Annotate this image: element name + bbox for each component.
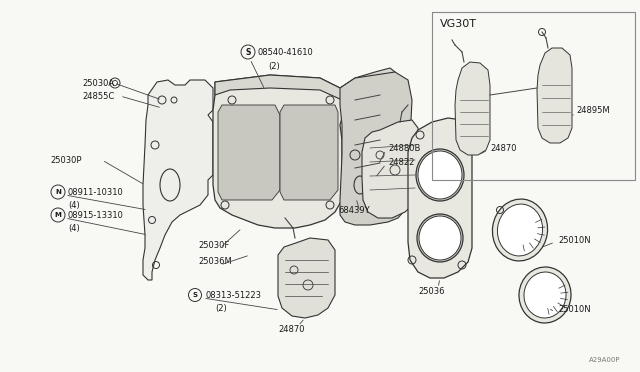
Text: (2): (2) [215, 304, 227, 312]
Text: (4): (4) [68, 224, 80, 232]
Text: 25010N: 25010N [558, 305, 591, 314]
Text: 25030A: 25030A [82, 78, 114, 87]
Text: 08540-41610: 08540-41610 [258, 48, 314, 57]
Text: 24895M: 24895M [576, 106, 610, 115]
Polygon shape [537, 48, 572, 143]
Polygon shape [218, 105, 280, 200]
Polygon shape [215, 68, 395, 100]
Ellipse shape [519, 267, 571, 323]
Text: 08911-10310: 08911-10310 [68, 187, 124, 196]
Ellipse shape [416, 149, 464, 201]
Bar [432, 12, 635, 180]
Text: 25030P: 25030P [50, 155, 81, 164]
Text: 25036: 25036 [419, 288, 445, 296]
Text: 68439Y: 68439Y [338, 205, 370, 215]
Polygon shape [455, 62, 490, 155]
Text: VG30T: VG30T [440, 19, 477, 29]
Text: 25030F: 25030F [198, 241, 229, 250]
Text: N: N [55, 189, 61, 195]
Text: 24822: 24822 [388, 157, 414, 167]
Ellipse shape [419, 216, 461, 260]
Text: M: M [54, 212, 61, 218]
Text: 24880B: 24880B [388, 144, 420, 153]
Text: S: S [245, 48, 251, 57]
Text: 24855C: 24855C [82, 92, 115, 100]
Text: 24870: 24870 [279, 326, 305, 334]
Text: A29A00P: A29A00P [589, 357, 620, 363]
Polygon shape [340, 72, 412, 225]
Text: 25036M: 25036M [198, 257, 232, 266]
Text: 08313-51223: 08313-51223 [205, 291, 261, 299]
Ellipse shape [418, 151, 462, 199]
Text: 08915-13310: 08915-13310 [68, 211, 124, 219]
Text: (2): (2) [268, 61, 280, 71]
Ellipse shape [492, 199, 548, 261]
Polygon shape [278, 238, 335, 318]
Text: 25010N: 25010N [558, 235, 591, 244]
Polygon shape [408, 118, 472, 278]
Text: S: S [193, 292, 198, 298]
Polygon shape [213, 75, 342, 228]
Ellipse shape [524, 272, 566, 318]
Polygon shape [280, 105, 338, 200]
Ellipse shape [497, 204, 543, 256]
Ellipse shape [417, 214, 463, 262]
Text: (4): (4) [68, 201, 80, 209]
Polygon shape [143, 80, 213, 280]
Polygon shape [362, 120, 420, 218]
Text: 24870: 24870 [490, 144, 516, 153]
